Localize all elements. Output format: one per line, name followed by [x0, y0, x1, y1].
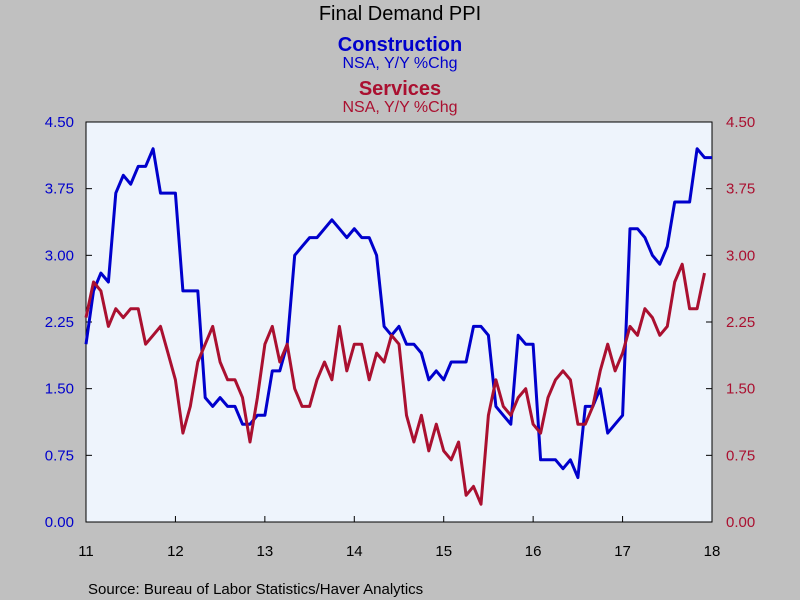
x-tick-label: 18	[704, 543, 721, 560]
left-tick-label: 2.25	[45, 314, 74, 331]
left-tick-label: 3.00	[45, 247, 74, 264]
x-tick-label: 17	[614, 543, 631, 560]
left-tick-label: 3.75	[45, 181, 74, 198]
x-tick-label: 14	[346, 543, 363, 560]
series-line-construction	[84, 147, 712, 480]
x-tick-label: 12	[167, 543, 184, 560]
legend-services-name: Services	[359, 78, 441, 100]
plot-area	[85, 121, 713, 523]
right-tick-label: 3.00	[726, 247, 755, 264]
series-lines	[84, 147, 712, 506]
left-axis: 0.00 0.75 1.50 2.25 3.00 3.75 4.50	[45, 114, 92, 531]
x-tick-label: 15	[435, 543, 452, 560]
right-tick-label: 1.50	[726, 381, 755, 398]
x-axis: 11 12 13 14 15 16 17 18	[78, 516, 720, 560]
x-tick-label: 16	[525, 543, 542, 560]
right-axis: 0.00 0.75 1.50 2.25 3.00 3.75 4.50	[706, 114, 755, 531]
x-tick-label: 13	[257, 543, 274, 560]
right-tick-label: 4.50	[726, 114, 755, 131]
right-tick-label: 0.00	[726, 514, 755, 531]
legend-construction-subtitle: NSA, Y/Y %Chg	[342, 55, 457, 72]
legend-services-subtitle: NSA, Y/Y %Chg	[342, 99, 457, 116]
x-tick-label: 11	[78, 543, 94, 560]
right-tick-label: 2.25	[726, 314, 755, 331]
left-tick-label: 0.75	[45, 447, 74, 464]
left-tick-label: 0.00	[45, 514, 74, 531]
source-note: Source: Bureau of Labor Statistics/Haver…	[88, 581, 423, 598]
left-tick-label: 1.50	[45, 381, 74, 398]
right-tick-label: 3.75	[726, 181, 755, 198]
right-tick-label: 0.75	[726, 447, 755, 464]
series-line-services	[84, 262, 706, 506]
legend-construction-name: Construction	[338, 34, 462, 56]
left-tick-label: 4.50	[45, 114, 74, 131]
chart-title: Final Demand PPI	[319, 3, 481, 25]
